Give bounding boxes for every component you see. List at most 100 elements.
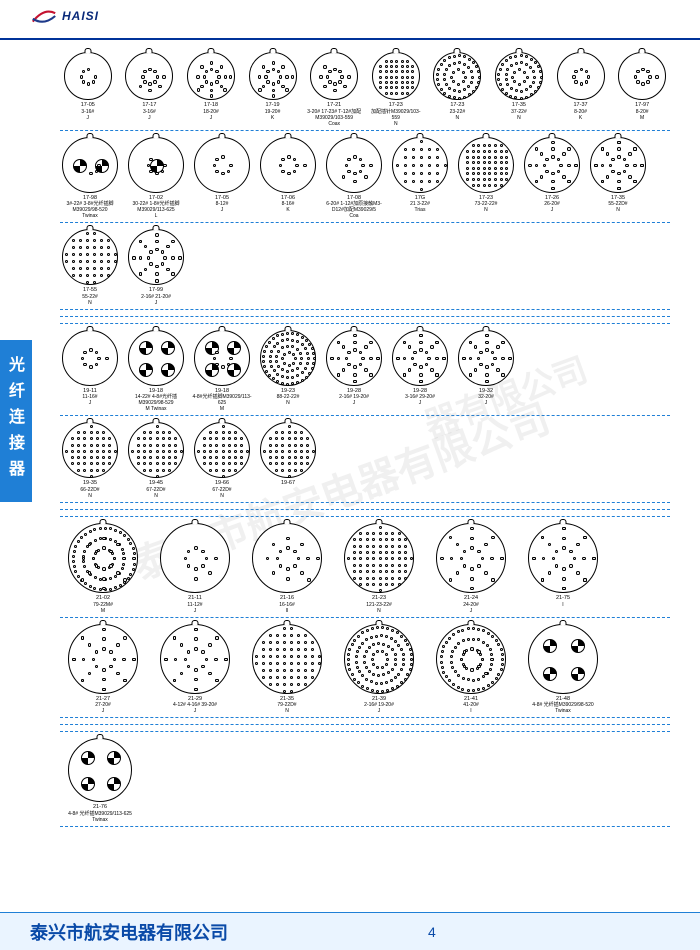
connector-cell: 19-282-16# 19-20#J <box>324 330 384 407</box>
connector-label: 21-23121-23-22#N <box>366 595 392 614</box>
connector-face-diagram <box>252 624 322 694</box>
connector-label: 21-2424-20#J <box>463 595 479 614</box>
connector-cell: 17-1818-20#J <box>183 52 239 121</box>
connector-cell: 21-2424-20#J <box>428 523 514 614</box>
connector-cell: 21-484-8# 光纤插M39029/98-520Twinax <box>520 624 606 715</box>
connector-cell: 17-2323-22#N <box>430 52 486 121</box>
connector-face-diagram <box>128 137 184 193</box>
connector-cell: 19-3566-22D#N <box>60 422 120 499</box>
connector-label: 17-5555-22#N <box>82 287 98 306</box>
connector-face-diagram <box>372 52 420 100</box>
connector-face-diagram <box>260 422 316 478</box>
footer-company-name: 泰兴市航安电器有限公司 <box>30 919 228 945</box>
connector-cell: 21-75I <box>520 523 606 608</box>
connector-face-diagram <box>125 52 173 100</box>
connector-cell: 17-378-20#K <box>553 52 609 121</box>
connector-label: 19-3232-20#J <box>478 388 494 407</box>
connector-cell: 21-23121-23-22#N <box>336 523 422 614</box>
connector-cell: 21-4141-20#I <box>428 624 514 715</box>
connector-face-diagram <box>128 229 184 285</box>
connector-row: 17-5555-22#N 17-992-16# 21-20#J <box>60 229 670 306</box>
connector-face-diagram <box>392 137 448 193</box>
connector-face-diagram <box>260 137 316 193</box>
page-footer: 泰兴市航安电器有限公司 4 <box>0 912 700 950</box>
connector-label: 17-983#-22# 3-8#光纤插脚M39029/98-520Twinax <box>60 195 120 220</box>
connector-cell: 19-184-8#光纤插脚M39029/113-625M <box>192 330 252 413</box>
connector-label: 21-1111-12#J <box>187 595 202 614</box>
connector-cell: 19-283-16# 29-20#J <box>390 330 450 407</box>
row-divider <box>60 826 670 827</box>
connector-cell: 17-173-16#J <box>122 52 178 121</box>
connector-face-diagram <box>557 52 605 100</box>
connector-label: 17-3555-22D#N <box>608 195 627 214</box>
connector-cell: 17-1919-20#K <box>245 52 301 121</box>
connector-face-diagram <box>326 330 382 386</box>
connector-face-diagram <box>433 52 481 100</box>
connector-label: 17-2323-22#N <box>450 102 466 121</box>
connector-face-diagram <box>68 738 132 802</box>
connector-face-diagram <box>194 137 250 193</box>
connector-label: 21-2727-20#J <box>95 696 111 715</box>
connector-cell: 21-392-16# 19-20#J <box>336 624 422 715</box>
section-divider <box>60 509 670 510</box>
connector-face-diagram <box>62 229 118 285</box>
connector-face-diagram <box>260 330 316 386</box>
connector-label: 19-3566-22D#N <box>80 480 99 499</box>
connector-label: 17-3537-22#N <box>511 102 527 121</box>
connector-label: 17-2373-22-22#N <box>475 195 498 214</box>
connector-row: 21-764-8# 光纤插M39029/113-625Twinax <box>60 738 670 823</box>
connector-label: 19-2388-22-22#N <box>277 388 300 407</box>
section-divider <box>60 316 670 317</box>
connector-cell: 21-3579-22D#N <box>244 624 330 715</box>
connector-cell: 19-3232-20#J <box>456 330 516 407</box>
connector-cell: 17-992-16# 21-20#J <box>126 229 186 306</box>
connector-face-diagram <box>436 624 506 694</box>
connector-label: 17-173-16#J <box>142 102 156 121</box>
connector-face-diagram <box>528 523 598 593</box>
connector-cell: 17-053-16#J <box>60 52 116 121</box>
connector-face-diagram <box>62 330 118 386</box>
connector-face-diagram <box>194 422 250 478</box>
connector-face-diagram <box>68 624 138 694</box>
swoosh-logo-icon <box>30 6 58 26</box>
connector-row: 19-3566-22D#N19-4567-22D#N19-6667-22D#N1… <box>60 422 670 499</box>
connector-cell: 19-4567-22D#N <box>126 422 186 499</box>
connector-label: 17-23加配插针M39029/103-559N <box>368 102 424 127</box>
page-body: 光纤连接器 泰兴市航安电器有限公司 器有限公司 17-053-16#J17-17… <box>0 40 700 900</box>
connector-label: 17-086-20# 1-12#加原接触M3-D12#加配M39029/5Coa <box>324 195 384 220</box>
connector-face-diagram <box>392 330 448 386</box>
connector-face-diagram <box>495 52 543 100</box>
connector-label: 19-282-16# 19-20#J <box>339 388 369 407</box>
connector-cell: 17-3555-22D#N <box>588 137 648 214</box>
connector-label: 21-294-12# 4-16# 39-20#J <box>173 696 217 715</box>
footer-page-number: 4 <box>428 924 436 940</box>
connector-label: 21-1616-16#II <box>279 595 295 614</box>
connector-label: 21-75I <box>556 595 570 608</box>
connector-cell: 21-2727-20#J <box>60 624 146 715</box>
connector-cell: 17G21 3-22#Trias <box>390 137 450 214</box>
connector-face-diagram <box>68 523 138 593</box>
connector-label: 19-184-8#光纤插脚M39029/113-625M <box>192 388 252 413</box>
brand-text: HAISI <box>62 9 99 23</box>
connector-face-diagram <box>344 523 414 593</box>
connector-label: 21-4141-20#I <box>463 696 479 715</box>
connector-label: 19-1111-16#J <box>82 388 97 407</box>
connector-label: 19-6667-22D#N <box>212 480 231 499</box>
row-divider <box>60 415 670 416</box>
connector-cell: 17-2373-22-22#N <box>456 137 516 214</box>
connector-face-diagram <box>310 52 358 100</box>
connector-cell: 17-0230-22# 1-8#光纤插脚M39029/113-625L <box>126 137 186 220</box>
connector-label: 17G21 3-22#Trias <box>410 195 430 214</box>
connector-label: 21-484-8# 光纤插M39029/98-520Twinax <box>532 696 593 715</box>
connector-face-diagram <box>326 137 382 193</box>
connector-label: 17-058-12#J <box>215 195 229 214</box>
connector-face-diagram <box>252 523 322 593</box>
connector-cell: 21-1111-12#J <box>152 523 238 614</box>
connector-row: 19-1111-16#J19-1814-22# 4-8#光纤插 M39029/9… <box>60 330 670 413</box>
connector-face-diagram <box>128 330 184 386</box>
connector-cell: 21-294-12# 4-16# 39-20#J <box>152 624 238 715</box>
brand-logo: HAISI <box>30 6 700 26</box>
section-divider <box>60 724 670 725</box>
connector-cell: 17-23加配插针M39029/103-559N <box>368 52 424 127</box>
connector-face-diagram <box>458 330 514 386</box>
